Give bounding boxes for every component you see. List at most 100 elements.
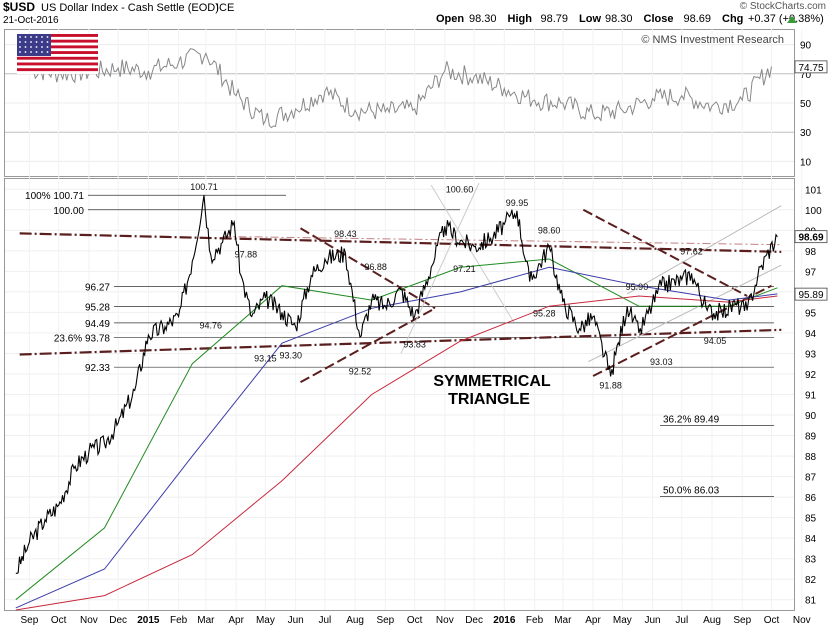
x-tick-label: Oct bbox=[51, 615, 67, 626]
pattern-label-line1: SYMMETRICAL bbox=[433, 373, 551, 390]
x-tick-label: 2016 bbox=[493, 615, 516, 626]
price-tick-label: 85 bbox=[805, 514, 817, 525]
flag-stripe bbox=[17, 39, 98, 43]
flag-star bbox=[41, 46, 43, 48]
price-annotation: 93.15 bbox=[254, 353, 277, 363]
rsi-grid bbox=[5, 44, 794, 162]
x-tick-label: Sep bbox=[21, 615, 39, 626]
pattern-label-line2: TRIANGLE bbox=[448, 391, 530, 408]
flag-stripe bbox=[17, 51, 98, 54]
flag-star bbox=[35, 51, 38, 53]
flag-star bbox=[30, 41, 32, 43]
price-tick-label: 101 bbox=[805, 185, 822, 196]
price-annotation: 98.43 bbox=[334, 229, 357, 239]
flag-star bbox=[35, 46, 38, 48]
x-tick-label: Jul bbox=[318, 615, 331, 626]
flag-star bbox=[24, 51, 27, 53]
x-tick-label: Nov bbox=[80, 615, 98, 626]
price-tick-label: 97 bbox=[805, 267, 817, 278]
ohlc-value-0: 98.30 bbox=[469, 13, 497, 25]
date-label: 21-Oct-2016 bbox=[3, 15, 59, 26]
price-tick-label: 95 bbox=[805, 308, 817, 319]
ohlc-label-2: Low bbox=[579, 13, 601, 25]
x-tick-label: Sep bbox=[376, 615, 394, 626]
price-annotation: 94.05 bbox=[704, 336, 727, 346]
rsi-tick-label: 50 bbox=[800, 99, 812, 110]
price-annotation: 97.21 bbox=[453, 264, 476, 274]
rsi-tick-label: 70 bbox=[800, 70, 812, 81]
moving-averages bbox=[15, 258, 778, 611]
x-tick-label: Apr bbox=[585, 615, 601, 626]
moving-average-line-1 bbox=[15, 266, 778, 609]
x-tick-label: Sep bbox=[733, 615, 751, 626]
x-tick-label: Dec bbox=[465, 615, 483, 626]
trendline bbox=[19, 328, 782, 356]
us-flag-icon bbox=[17, 34, 98, 74]
price-annotation: 92.52 bbox=[349, 366, 372, 376]
rsi-tick-label: 90 bbox=[800, 41, 812, 52]
x-tick-label: Jun bbox=[644, 615, 660, 626]
x-tick-label: 2015 bbox=[137, 615, 160, 626]
price-annotation: 94.76 bbox=[200, 320, 223, 330]
price-tick-label: 83 bbox=[805, 555, 817, 566]
rsi-series bbox=[29, 48, 772, 129]
x-tick-label: Mar bbox=[554, 615, 572, 626]
flag-star bbox=[24, 46, 27, 48]
flag-star bbox=[19, 51, 21, 53]
price-tick-label: 88 bbox=[805, 452, 817, 463]
flag-star bbox=[30, 36, 32, 38]
price-annotation: 100.60 bbox=[446, 184, 474, 194]
flag-star bbox=[19, 41, 21, 43]
price-grid bbox=[5, 29, 803, 610]
flag-star bbox=[46, 51, 49, 53]
fib-level-label: 36.2% 89.49 bbox=[663, 414, 720, 425]
price-tick-label: 87 bbox=[805, 473, 817, 484]
trendline bbox=[587, 264, 782, 363]
trendline bbox=[592, 284, 772, 377]
price-tick-label: 89 bbox=[805, 432, 817, 443]
fib-level-label: 50.0% 86.03 bbox=[663, 486, 720, 497]
trendline bbox=[299, 227, 436, 310]
flag-star bbox=[46, 36, 49, 38]
flag-star bbox=[30, 51, 32, 53]
price-annotation: 97.62 bbox=[680, 247, 703, 257]
flag-star bbox=[24, 36, 27, 38]
trendline bbox=[222, 235, 782, 246]
price-annotation: 95.90 bbox=[626, 282, 649, 292]
flag-stripe bbox=[17, 68, 98, 72]
ohlc-value-2: 98.30 bbox=[605, 13, 633, 25]
trendline bbox=[626, 205, 782, 295]
price-tick-label: 100 bbox=[805, 206, 822, 217]
price-annotation: 93.03 bbox=[650, 357, 673, 367]
price-annotation: 100.71 bbox=[190, 182, 218, 192]
price-last-value-box bbox=[794, 287, 828, 301]
ohlc-value-3: 98.69 bbox=[684, 13, 712, 25]
x-tick-label: Oct bbox=[764, 615, 780, 626]
rsi-tick-label: 30 bbox=[800, 128, 812, 139]
flag-stripe bbox=[17, 45, 98, 49]
x-tick-label: Nov bbox=[793, 615, 811, 626]
rsi-last-value-label: 74.75 bbox=[798, 63, 823, 74]
trendline bbox=[300, 307, 436, 384]
trendline bbox=[430, 184, 515, 323]
rsi-last-value-box bbox=[794, 60, 828, 74]
fib-level-label: 100% 100.71 bbox=[25, 191, 84, 202]
ohlc-label-1: High bbox=[508, 13, 533, 25]
x-axis: Sep Oct Nov Dec 2015 Feb Mar Apr May Jun Jul Aug Sep… bbox=[21, 615, 811, 626]
fibonacci-levels: 100% 100.71 100.00 96.27 95.28 94.49 23.6% 93… bbox=[25, 191, 774, 497]
flag-star bbox=[19, 36, 21, 38]
x-tick-label: Aug bbox=[346, 615, 364, 626]
price-series bbox=[15, 195, 778, 574]
price-last-value-box bbox=[794, 230, 828, 244]
price-line bbox=[15, 195, 778, 574]
price-annotation: 97.88 bbox=[235, 249, 258, 259]
price-last-value-label: 98.69 bbox=[798, 233, 823, 244]
price-annotation: 93.30 bbox=[279, 350, 302, 360]
rsi-line bbox=[29, 48, 772, 129]
rsi-panel-frame bbox=[4, 29, 795, 177]
flag-star bbox=[41, 51, 43, 53]
ohlc-readout: Open 98.30 High 98.79 Low 98.30 Close 98.69 Chg +… bbox=[436, 13, 824, 25]
ohlc-value-4: +0.37 (+0.38%) bbox=[748, 13, 824, 25]
instrument-name: US Dollar Index - Cash Settle (EOD) bbox=[41, 2, 219, 14]
